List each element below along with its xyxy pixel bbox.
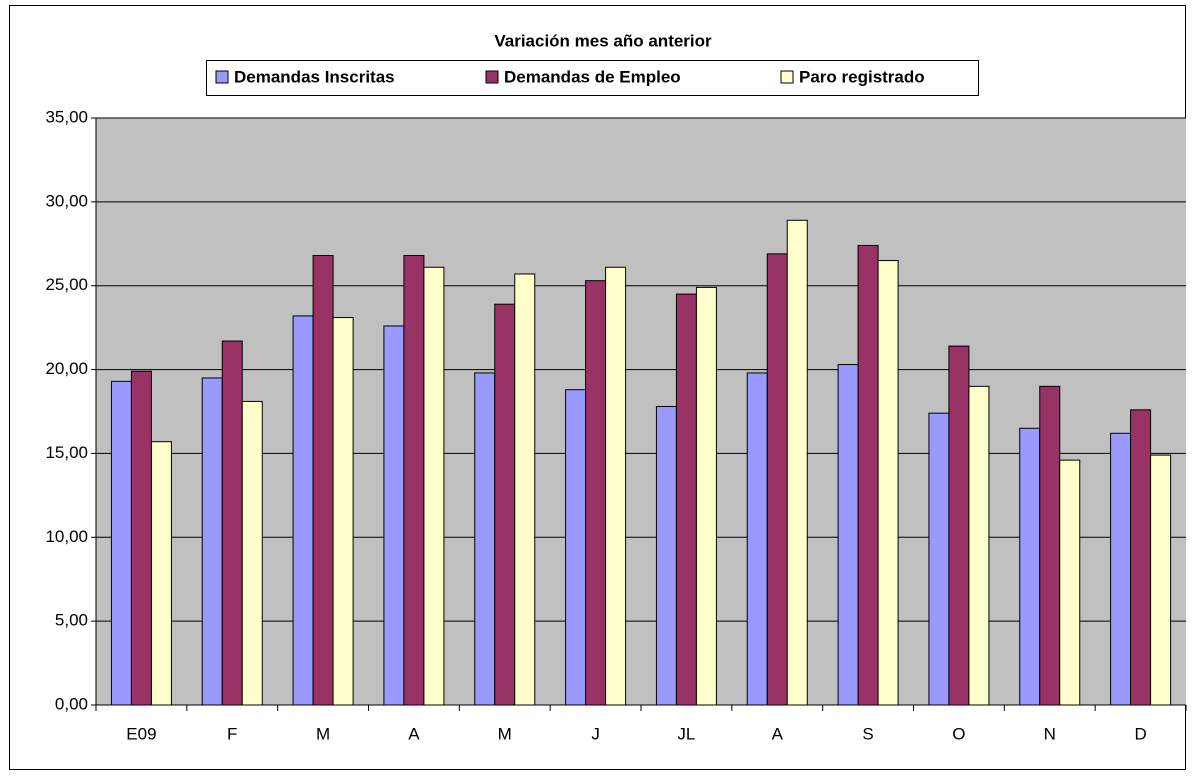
x-tick-label: A bbox=[408, 724, 420, 743]
bar bbox=[110, 380, 132, 706]
bar bbox=[241, 400, 263, 706]
bar bbox=[201, 377, 223, 706]
bar bbox=[1019, 427, 1041, 706]
bar bbox=[605, 266, 627, 706]
bar bbox=[474, 372, 496, 706]
x-tick-label: A bbox=[772, 724, 784, 743]
y-tick-label: 30,00 bbox=[45, 191, 88, 210]
legend-swatch bbox=[780, 70, 794, 84]
y-tick-label: 10,00 bbox=[45, 527, 88, 546]
bar bbox=[514, 273, 536, 706]
bar bbox=[928, 412, 950, 706]
bar bbox=[403, 255, 425, 706]
x-tick-label: S bbox=[862, 724, 873, 743]
x-tick-label: N bbox=[1044, 724, 1056, 743]
bar bbox=[877, 260, 899, 706]
plot-area bbox=[96, 118, 1186, 705]
bar bbox=[1110, 432, 1132, 706]
bar bbox=[1150, 454, 1172, 706]
chart-title: Variación mes año anterior bbox=[494, 31, 712, 50]
x-tick-label: JL bbox=[677, 724, 695, 743]
y-tick-label: 35,00 bbox=[45, 107, 88, 126]
bar bbox=[1039, 385, 1061, 706]
bar bbox=[332, 317, 354, 706]
bar bbox=[695, 286, 717, 706]
bar bbox=[150, 441, 172, 706]
y-tick-label: 20,00 bbox=[45, 359, 88, 378]
legend-swatch bbox=[485, 70, 499, 84]
bar bbox=[130, 370, 152, 706]
bar bbox=[968, 385, 990, 706]
bar bbox=[675, 293, 697, 706]
bar bbox=[423, 266, 445, 706]
bar bbox=[766, 253, 788, 706]
y-tick-label: 0,00 bbox=[55, 694, 88, 713]
legend-label: Demandas de Empleo bbox=[504, 67, 681, 86]
x-tick-label: J bbox=[591, 724, 600, 743]
y-tick-label: 15,00 bbox=[45, 443, 88, 462]
y-tick-label: 5,00 bbox=[55, 611, 88, 630]
x-tick-label: M bbox=[498, 724, 512, 743]
legend-label: Paro registrado bbox=[799, 67, 925, 86]
bar bbox=[1130, 409, 1152, 706]
bar bbox=[221, 340, 243, 706]
bar bbox=[786, 219, 808, 706]
bar bbox=[837, 364, 859, 706]
x-tick-label: E09 bbox=[126, 724, 156, 743]
bar bbox=[312, 255, 334, 706]
bar bbox=[383, 325, 405, 706]
bar bbox=[746, 372, 768, 706]
bar bbox=[494, 303, 516, 706]
legend-box bbox=[206, 60, 979, 96]
legend-swatch bbox=[215, 70, 229, 84]
x-tick-label: M bbox=[316, 724, 330, 743]
x-tick-label: D bbox=[1134, 724, 1146, 743]
x-tick-label: F bbox=[227, 724, 237, 743]
bar bbox=[565, 389, 587, 706]
y-tick-label: 25,00 bbox=[45, 275, 88, 294]
bar bbox=[292, 315, 314, 706]
bar bbox=[948, 345, 970, 706]
bar bbox=[857, 244, 879, 706]
bar bbox=[655, 405, 677, 706]
x-tick-label: O bbox=[952, 724, 965, 743]
legend-label: Demandas Inscritas bbox=[234, 67, 395, 86]
bar bbox=[585, 280, 607, 706]
bar bbox=[1059, 459, 1081, 706]
